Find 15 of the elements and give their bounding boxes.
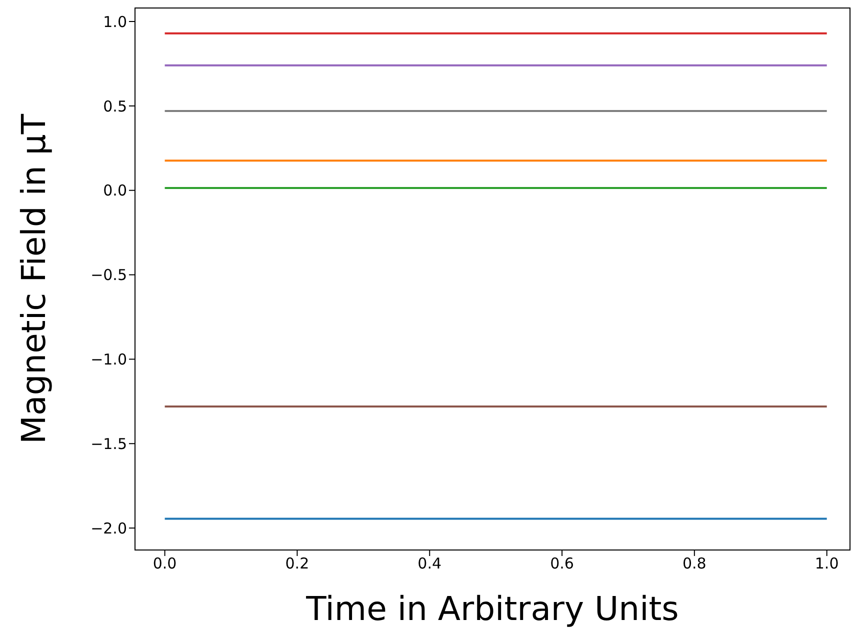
- x-tick-label: 0.0: [152, 554, 177, 573]
- x-axis-title: Time in Arbitrary Units: [305, 589, 679, 628]
- y-tick-label: −1.5: [90, 434, 127, 453]
- y-tick-label: 0.0: [103, 182, 127, 200]
- y-tick-label: 1.0: [103, 12, 127, 31]
- x-tick-label: 0.8: [682, 554, 706, 573]
- y-tick-label: 0.5: [103, 97, 127, 116]
- y-tick-label: −1.0: [90, 350, 127, 369]
- x-tick-label: 0.6: [550, 554, 574, 573]
- y-axis-title: Magnetic Field in μT: [14, 113, 53, 444]
- y-tick-label: −2.0: [90, 519, 127, 538]
- y-tick-label: −0.5: [90, 266, 127, 284]
- x-tick-label: 1.0: [814, 554, 839, 573]
- x-tick-label: 0.4: [418, 554, 442, 573]
- x-tick-label: 0.2: [285, 554, 310, 573]
